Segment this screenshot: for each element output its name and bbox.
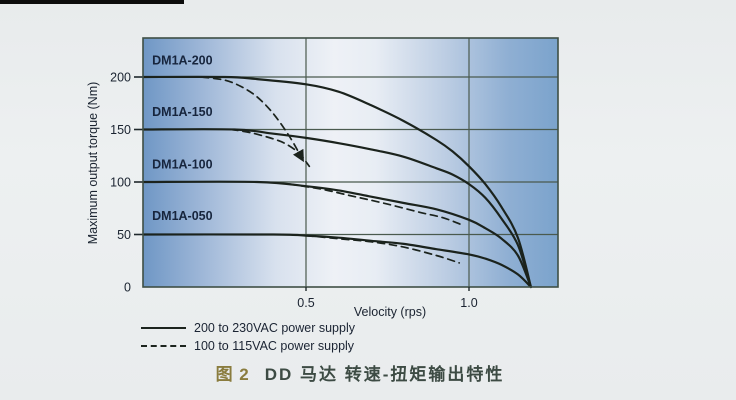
y-tick-label: 200 xyxy=(110,71,131,85)
curve-label-dm1a-150: DM1A-150 xyxy=(152,105,212,119)
series-dm1a-100-dashed xyxy=(288,183,464,226)
curve-label-dm1a-100: DM1A-100 xyxy=(152,157,212,171)
y-tick-label: 100 xyxy=(110,176,131,190)
curve-label-dm1a-200: DM1A-200 xyxy=(152,53,212,67)
plot-frame xyxy=(142,37,559,288)
dashed-line-swatch xyxy=(141,345,186,347)
scan-artifact-strip xyxy=(0,0,184,4)
y-axis-title: Maximum output torque (Nm) xyxy=(86,82,100,245)
legend-item-dashed: 100 to 115VAC power supply xyxy=(141,337,355,355)
series-dm1a-150-dashed xyxy=(230,128,311,168)
legend-item-solid: 200 to 230VAC power supply xyxy=(141,319,355,337)
x-tick-label: 1.0 xyxy=(460,296,477,310)
curve-label-dm1a-050: DM1A-050 xyxy=(152,209,212,223)
legend: 200 to 230VAC power supply 100 to 115VAC… xyxy=(141,319,355,355)
y-tick-label: 50 xyxy=(117,228,131,242)
series-dm1a-200-solid xyxy=(141,75,532,289)
series-dm1a-050-solid xyxy=(141,233,532,289)
legend-label-solid: 200 to 230VAC power supply xyxy=(194,321,355,335)
figure-number: 图 2 xyxy=(215,365,250,384)
figure-caption: 图 2 DD 马达 转速-扭矩输出特性 xyxy=(0,360,728,385)
solid-line-swatch xyxy=(141,327,186,329)
legend-label-dashed: 100 to 115VAC power supply xyxy=(194,339,355,353)
series-dm1a-150-solid xyxy=(141,128,532,289)
y-tick-label: 0 xyxy=(124,281,131,295)
y-tick-label: 150 xyxy=(110,123,131,137)
x-tick-label: 0.5 xyxy=(297,296,314,310)
series-dm1a-200-dashed xyxy=(200,76,304,163)
figure-caption-text: DD 马达 转速-扭矩输出特性 xyxy=(264,365,505,384)
series-dm1a-050-dashed xyxy=(305,234,461,264)
plot-area-background xyxy=(143,38,558,287)
x-axis-title: Velocity (rps) xyxy=(354,305,426,319)
